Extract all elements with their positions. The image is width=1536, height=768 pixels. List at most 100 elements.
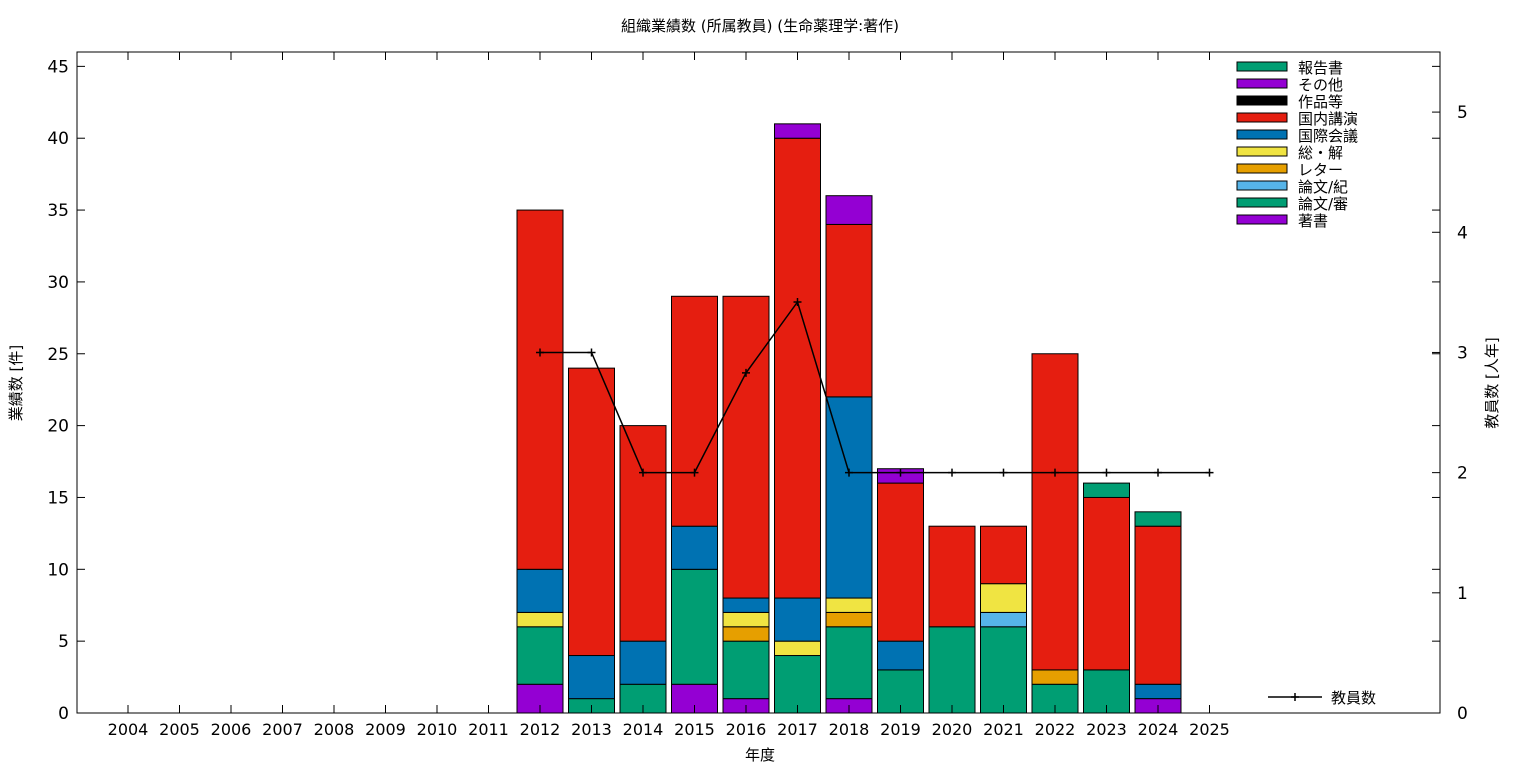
legend-label-s3: レター (1298, 161, 1343, 179)
bar-segment-2015-s5 (671, 525, 718, 570)
bar-segment-2024-s5 (1134, 683, 1182, 700)
bar-segment-2021-s1 (980, 626, 1027, 714)
faculty-count-line (540, 300, 1210, 474)
bar-segment-2022-s6 (1031, 353, 1079, 671)
bar-segment-2019-s5 (877, 640, 924, 671)
bar-segment-2017-s6 (774, 137, 821, 599)
faculty-count-point-2014 (639, 468, 647, 477)
y-tick-label: 10 (47, 560, 69, 580)
y2-tick-label: 3 (1457, 343, 1468, 363)
legend-label-s2: 論文/紀 (1298, 178, 1348, 196)
legend-swatch-s9 (1236, 61, 1288, 72)
legend-label-s5: 国際会議 (1298, 127, 1358, 145)
bar-segment-2018-s1 (825, 626, 873, 700)
legend-swatch-s1 (1236, 197, 1288, 208)
bar-segment-2015-s1 (671, 568, 718, 685)
legend-swatch-s0 (1236, 214, 1288, 225)
y-tick-label: 40 (47, 129, 69, 149)
legend-label-s1: 論文/審 (1298, 195, 1348, 213)
bar-segment-2014-s6 (619, 425, 667, 642)
x-tick-label: 2014 (623, 720, 664, 739)
legend-swatch-s5 (1236, 129, 1288, 140)
faculty-count-point-2020 (948, 468, 956, 477)
y-tick-label: 35 (47, 201, 69, 221)
bar-segment-2016-s5 (722, 597, 770, 613)
x-tick-label: 2019 (880, 720, 921, 739)
bar-segment-2014-s5 (619, 640, 667, 685)
bar-segment-2024-s6 (1134, 525, 1182, 685)
faculty-count-point-2025 (1205, 468, 1214, 477)
y-tick-label: 30 (47, 273, 69, 293)
bar-segment-2018-s5 (825, 396, 873, 599)
x-tick-label: 2008 (314, 720, 355, 739)
y2-tick-label: 5 (1457, 103, 1468, 123)
chart-title: 組織業績数 (所属教員) (生命薬理学:著作) (621, 17, 899, 35)
x-tick-label: 2022 (1035, 720, 1076, 739)
legend-swatch-s2 (1236, 180, 1288, 191)
faculty-count-point-2012 (536, 348, 544, 357)
x-tick-label: 2010 (417, 720, 458, 739)
y-tick-label: 5 (58, 632, 69, 652)
y-tick-label: 0 (58, 704, 69, 724)
x-tick-label: 2009 (365, 720, 406, 739)
bar-segment-2016-s1 (722, 640, 770, 700)
bar-segment-2019-s6 (877, 482, 924, 642)
bar-segment-2013-s6 (568, 367, 615, 657)
x-tick-label: 2013 (571, 720, 612, 739)
legend-label-s4: 総・解 (1298, 144, 1343, 162)
y2-tick-label: 1 (1457, 584, 1468, 604)
faculty-count-point-2015 (690, 468, 699, 477)
y-axis-label: 業績数 [件] (7, 345, 25, 421)
legend-line-marker (1291, 693, 1299, 701)
legend-swatch-s8 (1236, 78, 1288, 89)
x-tick-label: 2017 (777, 720, 818, 739)
bars-layer (516, 123, 1182, 714)
faculty-count-point-2022 (1051, 468, 1059, 477)
faculty-count-point-2013 (587, 348, 596, 357)
faculty-count-point-2019 (896, 468, 905, 477)
bar-segment-2012-s4 (516, 611, 564, 628)
faculty-count-point-2021 (999, 468, 1008, 477)
bar-segment-2018-s4 (825, 597, 873, 613)
faculty-count-line-layer (536, 297, 1214, 477)
bar-segment-2017-s1 (774, 655, 821, 714)
bar-segment-2020-s6 (928, 525, 976, 628)
faculty-count-point-2023 (1102, 468, 1111, 477)
bar-segment-2021-s6 (980, 525, 1027, 585)
y-tick-label: 15 (47, 488, 69, 508)
bar-segment-2021-s4 (980, 583, 1027, 613)
bar-segment-2024-s9 (1134, 511, 1182, 527)
x-tick-label: 2015 (674, 720, 715, 739)
y2-tick-label: 0 (1457, 704, 1468, 724)
x-tick-label: 2018 (829, 720, 870, 739)
bar-segment-2017-s4 (774, 640, 821, 657)
x-tick-label: 2007 (262, 720, 303, 739)
y2-tick-label: 2 (1457, 464, 1468, 484)
faculty-count-point-2017 (793, 297, 802, 306)
x-tick-label: 2006 (211, 720, 252, 739)
legend-label-s7: 作品等 (1298, 93, 1343, 111)
bar-segment-2018-s3 (825, 611, 873, 628)
legend-swatch-s4 (1236, 146, 1288, 157)
bar-segment-2020-s1 (928, 626, 976, 714)
bar-segment-2012-s1 (516, 626, 564, 685)
x-tick-label: 2016 (726, 720, 767, 739)
bar-segment-2016-s6 (722, 295, 770, 599)
x-axis-label: 年度 (745, 746, 775, 764)
bar-segment-2012-s6 (516, 209, 564, 570)
x-tick-label: 2004 (108, 720, 149, 739)
x-tick-label: 2020 (932, 720, 973, 739)
legend-label-s8: その他 (1298, 76, 1343, 94)
faculty-count-point-2024 (1154, 468, 1162, 477)
y-tick-label: 20 (47, 417, 69, 437)
x-tick-label: 2024 (1138, 720, 1179, 739)
x-tick-label: 2023 (1086, 720, 1127, 739)
x-tick-label: 2025 (1189, 720, 1230, 739)
plot-frame (76, 51, 1441, 714)
faculty-count-point-2018 (845, 468, 853, 477)
legend-label-s9: 報告書 (1298, 59, 1343, 77)
bar-segment-2018-s6 (825, 223, 873, 398)
y-tick-label: 45 (47, 57, 69, 77)
